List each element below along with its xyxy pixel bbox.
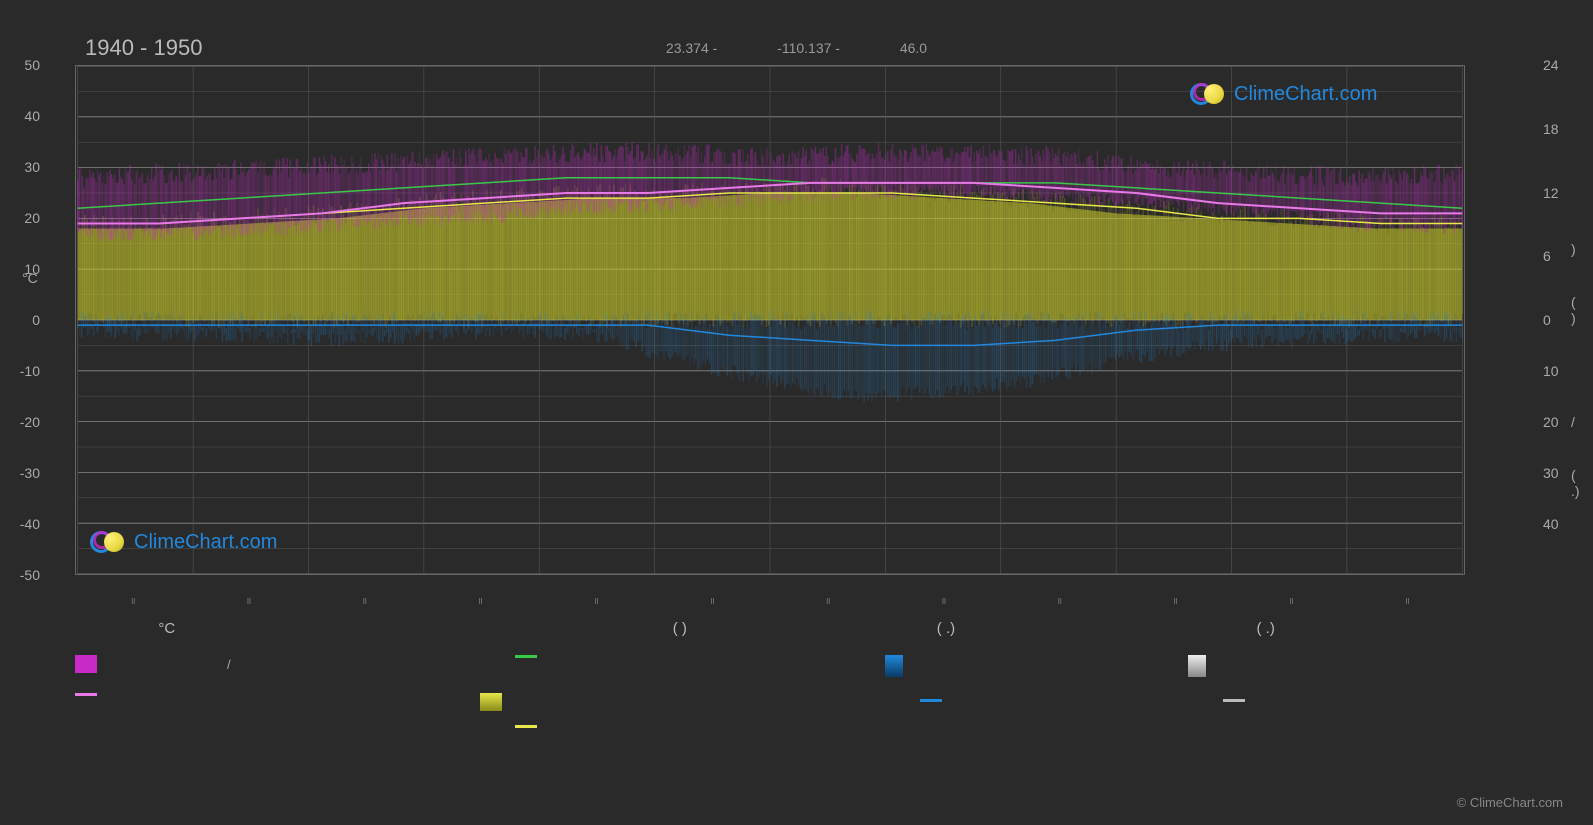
watermark: ClimeChart.com: [1190, 82, 1377, 106]
y-left-tick: -40: [10, 516, 40, 532]
x-tick: ။: [1058, 592, 1062, 611]
y-right-tick: 10: [1543, 363, 1573, 379]
y-left-tick: -30: [10, 465, 40, 481]
y-left-tick: -10: [10, 363, 40, 379]
y-left-tick: -50: [10, 567, 40, 583]
y-right-tick: 40: [1543, 516, 1573, 532]
legend-item: [75, 693, 97, 696]
y-right-sublabel: /: [1571, 414, 1575, 430]
y-right-tick: 24: [1543, 57, 1573, 73]
x-tick: ။: [826, 592, 830, 611]
y-left-tick: 30: [10, 159, 40, 175]
legend-swatch: [75, 693, 97, 696]
y-right-tick: 6: [1543, 248, 1573, 264]
watermark-text: ClimeChart.com: [134, 531, 277, 554]
x-tick: ။: [1405, 592, 1409, 611]
legend-item: [515, 725, 537, 728]
x-tick: ။: [710, 592, 714, 611]
logo-icon: [90, 530, 126, 554]
x-tick: ။: [363, 592, 367, 611]
legend-item: [885, 655, 903, 677]
legend-header: ( ): [673, 620, 687, 637]
logo-icon: [1190, 82, 1226, 106]
y-left-tick: -20: [10, 414, 40, 430]
y-right-tick: 20: [1543, 414, 1573, 430]
watermark-text: ClimeChart.com: [1234, 83, 1377, 106]
header-coords: 23.374 - -110.137 - 46.0: [0, 40, 1593, 56]
legend-item: [1223, 699, 1245, 702]
legend-item: [480, 693, 502, 711]
copyright-text: © ClimeChart.com: [1457, 795, 1563, 810]
y-right-sublabel: ( .): [1571, 467, 1580, 499]
chart-series: [76, 66, 1464, 574]
x-tick: ။: [1289, 592, 1293, 611]
lat-value: 23.374 -: [666, 40, 717, 56]
x-tick: ။: [131, 592, 135, 611]
legend-swatch: [885, 655, 903, 677]
legend-item: [1188, 655, 1206, 677]
legend-swatch: [1188, 655, 1206, 677]
legend-swatch: [515, 655, 537, 658]
legend-swatch: [1223, 699, 1245, 702]
x-tick: ။: [478, 592, 482, 611]
y-axis-left-label: °C: [22, 270, 38, 286]
y-right-sublabel: ): [1571, 241, 1576, 257]
x-tick: ။: [1173, 592, 1177, 611]
legend-header: °C: [158, 620, 175, 637]
x-tick: ။: [247, 592, 251, 611]
legend-item: [515, 655, 537, 658]
y-left-tick: 50: [10, 57, 40, 73]
y-left-tick: 0: [10, 312, 40, 328]
watermark: ClimeChart.com: [90, 530, 277, 554]
y-right-tick: 30: [1543, 465, 1573, 481]
legend-header: ( .): [937, 620, 955, 637]
lon-value: -110.137 -: [777, 40, 840, 56]
legend-swatch: [480, 693, 502, 711]
legend-swatch: [75, 655, 97, 673]
legend-swatch: [920, 699, 942, 702]
legend-item: /: [75, 655, 231, 673]
y-left-tick: 20: [10, 210, 40, 226]
y-right-tick: 0: [1543, 312, 1573, 328]
x-tick: ။: [942, 592, 946, 611]
y-left-tick: 40: [10, 108, 40, 124]
legend-swatch: [515, 725, 537, 728]
legend-item: [920, 699, 942, 702]
y-right-tick: 18: [1543, 121, 1573, 137]
x-tick: ။: [594, 592, 598, 611]
y-right-sublabel: ( ): [1571, 294, 1576, 326]
elev-value: 46.0: [900, 40, 927, 56]
chart-plot-area: [75, 65, 1465, 575]
y-right-tick: 12: [1543, 185, 1573, 201]
legend-label: /: [227, 657, 231, 672]
legend-header: ( .): [1257, 620, 1275, 637]
